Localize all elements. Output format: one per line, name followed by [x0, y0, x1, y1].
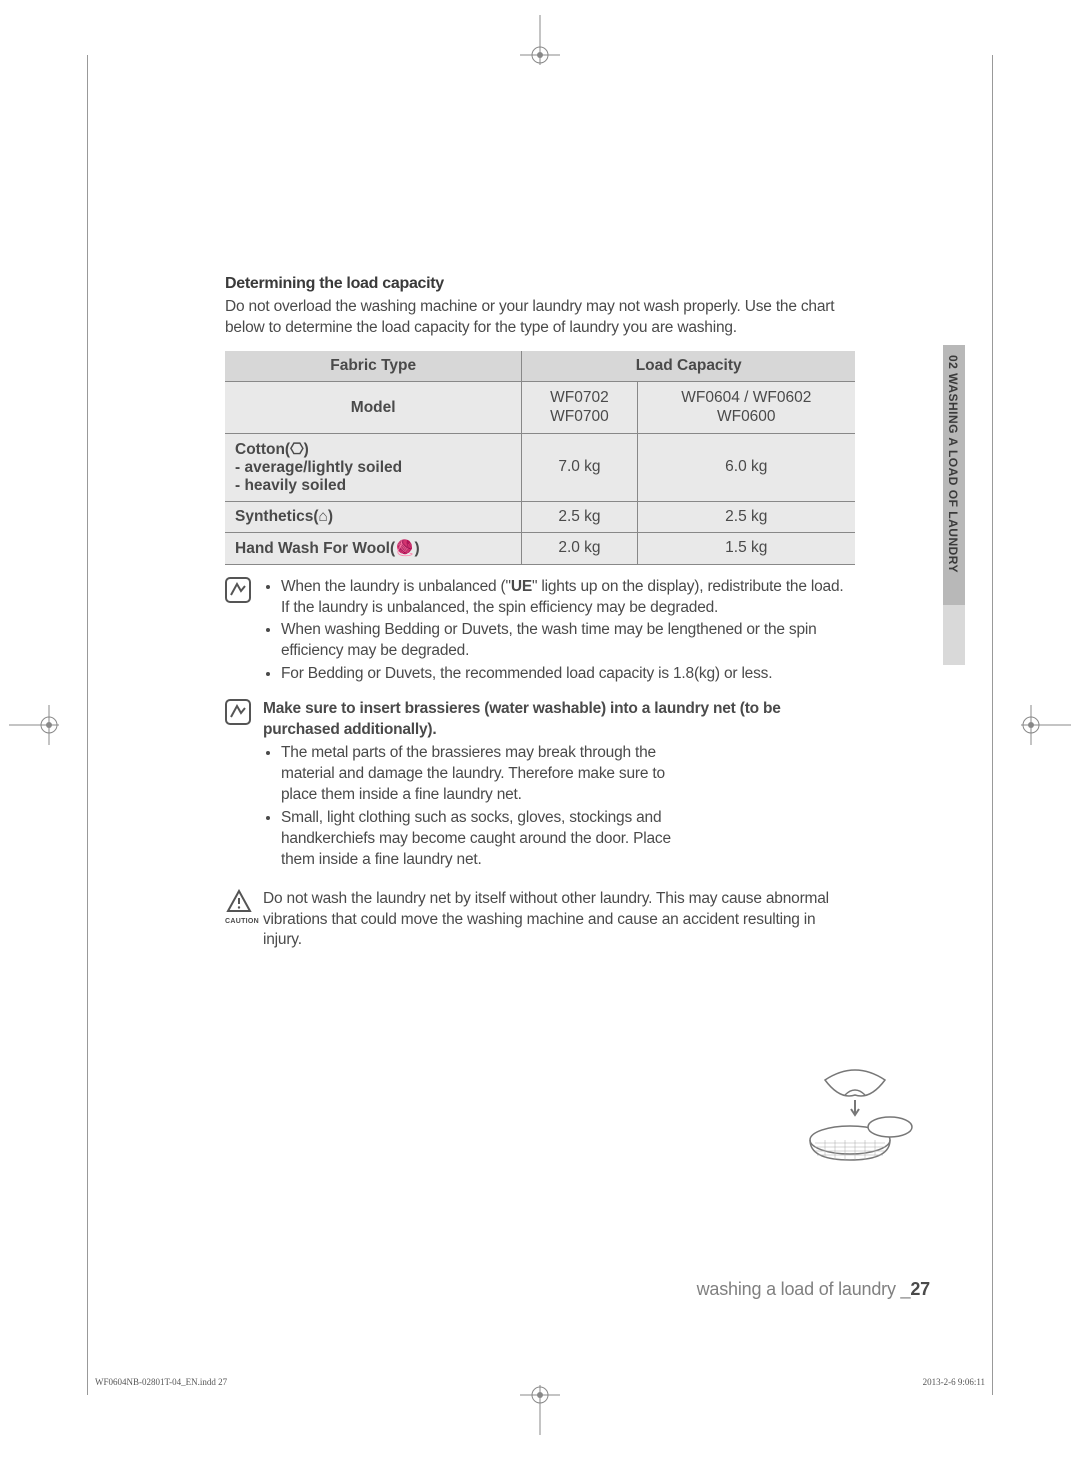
note-block: Make sure to insert brassieres (water wa… [225, 699, 855, 872]
registration-mark-icon [510, 1375, 570, 1435]
note-body: When the laundry is unbalanced ("UE" lig… [263, 577, 855, 688]
note-body: Make sure to insert brassieres (water wa… [263, 699, 855, 872]
fabric-label: Cotton(⎔) [235, 441, 309, 458]
table-model-label: Model [225, 381, 522, 433]
intro-text: Do not overload the washing machine or y… [225, 297, 855, 339]
fabric-cell: Synthetics(⌂) [225, 501, 522, 532]
table-model-1: WF0702 WF0700 [522, 381, 637, 433]
note-bullet: Small, light clothing such as socks, glo… [281, 808, 683, 871]
fabric-sub: - heavily soiled [235, 477, 511, 495]
fabric-sub: - average/lightly soiled [235, 459, 511, 477]
note-block: When the laundry is unbalanced ("UE" lig… [225, 577, 855, 688]
page-footer: washing a load of laundry _27 [697, 1279, 930, 1300]
table-model-2: WF0604 / WF0602 WF0600 [637, 381, 855, 433]
page: 02 WASHING A LOAD OF LAUNDRY Determining… [95, 55, 985, 1395]
laundry-net-illustration-icon [795, 1055, 915, 1175]
print-metadata-left: WF0604NB-02801T-04_EN.indd 27 [95, 1377, 227, 1387]
table-header-capacity: Load Capacity [522, 351, 855, 382]
content-area: Determining the load capacity Do not ove… [225, 275, 855, 951]
registration-mark-icon [510, 15, 570, 75]
caution-icon: CAUTION [225, 889, 253, 952]
trim-mark [992, 55, 993, 1395]
note-icon [225, 699, 253, 872]
note-icon [225, 577, 253, 688]
note-bullet: When the laundry is unbalanced ("UE" lig… [281, 577, 855, 619]
capacity-cell: 2.0 kg [522, 532, 637, 564]
note-bullet: For Bedding or Duvets, the recommended l… [281, 664, 855, 685]
table-row: Cotton(⎔) - average/lightly soiled - hea… [225, 433, 855, 501]
caution-text: Do not wash the laundry net by itself wi… [263, 889, 855, 952]
caution-label: CAUTION [225, 918, 253, 925]
note-bullet: The metal parts of the brassieres may br… [281, 743, 683, 806]
registration-mark-icon [1011, 695, 1071, 755]
load-capacity-table: Fabric Type Load Capacity Model WF0702 W… [225, 351, 855, 565]
table-row: Synthetics(⌂) 2.5 kg 2.5 kg [225, 501, 855, 532]
capacity-cell: 1.5 kg [637, 532, 855, 564]
fabric-cell: Hand Wash For Wool(🧶) [225, 532, 522, 564]
note-bullet: When washing Bedding or Duvets, the wash… [281, 620, 855, 662]
footer-page-number: 27 [910, 1279, 930, 1299]
print-metadata-right: 2013-2-6 9:06:11 [923, 1377, 985, 1387]
caution-block: CAUTION Do not wash the laundry net by i… [225, 889, 855, 952]
capacity-cell: 6.0 kg [637, 433, 855, 501]
note-title: Make sure to insert brassieres (water wa… [263, 699, 855, 741]
capacity-cell: 2.5 kg [522, 501, 637, 532]
section-heading: Determining the load capacity [225, 275, 855, 293]
table-row: Hand Wash For Wool(🧶) 2.0 kg 1.5 kg [225, 532, 855, 564]
registration-mark-icon [9, 695, 69, 755]
footer-title: washing a load of laundry _ [697, 1279, 911, 1299]
capacity-cell: 2.5 kg [637, 501, 855, 532]
section-tab: 02 WASHING A LOAD OF LAUNDRY [943, 345, 965, 665]
capacity-cell: 7.0 kg [522, 433, 637, 501]
section-tab-label: 02 WASHING A LOAD OF LAUNDRY [946, 355, 960, 573]
table-header-fabric: Fabric Type [225, 351, 522, 382]
trim-mark [87, 55, 88, 1395]
fabric-cell: Cotton(⎔) - average/lightly soiled - hea… [225, 433, 522, 501]
